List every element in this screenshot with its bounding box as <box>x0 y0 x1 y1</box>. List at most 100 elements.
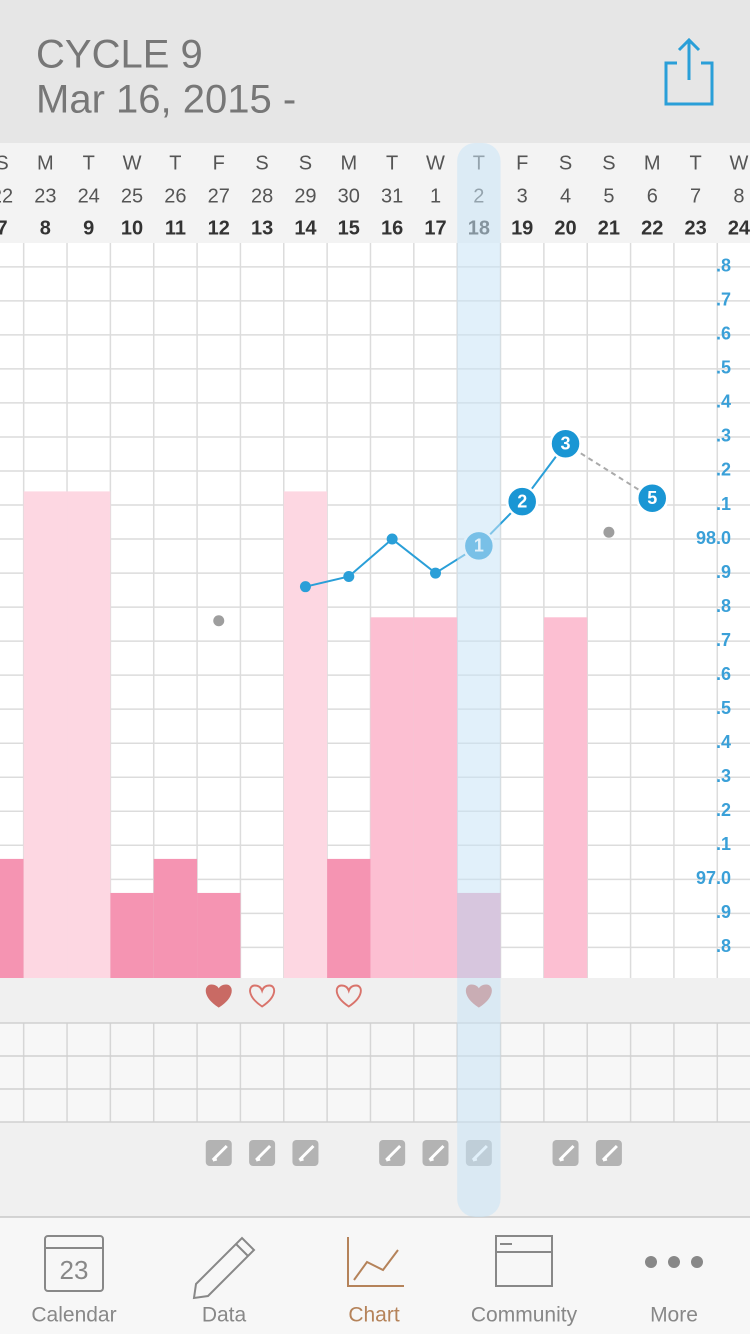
note-icon <box>298 1144 315 1162</box>
weekday: F <box>516 152 528 174</box>
note-icon <box>428 1144 445 1162</box>
community-icon <box>496 1243 552 1253</box>
bar <box>23 491 68 978</box>
note-icon <box>558 1144 575 1162</box>
bar <box>67 491 111 978</box>
bar <box>370 617 414 978</box>
cycle-start-date: Mar 16, 2015 - <box>36 78 296 122</box>
weekday: S <box>299 152 312 174</box>
pencil-icon <box>192 1236 256 1300</box>
temperature-marker <box>636 481 669 515</box>
share-button[interactable] <box>664 37 714 106</box>
cycle-day: 17 <box>424 217 446 239</box>
date: 22 <box>0 185 13 207</box>
calendar-icon <box>44 1235 104 1292</box>
weekday: S <box>255 152 268 174</box>
heart <box>249 984 275 1008</box>
note-icon <box>385 1144 402 1162</box>
chart-icon <box>353 1249 399 1281</box>
date: 26 <box>164 185 186 207</box>
date: 29 <box>294 185 316 207</box>
weekday: S <box>559 152 572 174</box>
y-tick-label: .9 <box>716 902 731 922</box>
today-highlight <box>457 143 501 1217</box>
y-tick-label: .7 <box>716 290 731 310</box>
y-tick-label: .4 <box>716 732 731 752</box>
date: 4 <box>560 185 571 207</box>
grid-rows-bg <box>0 1023 750 1122</box>
y-tick-label: .1 <box>716 494 731 514</box>
weekday: W <box>426 152 445 174</box>
date: 24 <box>78 185 100 207</box>
bar <box>327 858 371 978</box>
note-icon <box>255 1144 272 1162</box>
y-tick-label: 97.0 <box>696 868 731 888</box>
y-tick-label: .5 <box>716 358 731 378</box>
tab-community[interactable] <box>495 1235 553 1287</box>
y-tick-label: .7 <box>716 630 731 650</box>
tab-label: More <box>650 1304 698 1327</box>
y-tick-label: .2 <box>716 800 731 820</box>
date: 1 <box>430 185 441 207</box>
date: 28 <box>251 185 273 207</box>
note-icon <box>601 1144 618 1162</box>
bar <box>283 491 328 978</box>
temperature-marker <box>549 427 582 461</box>
chart-icon <box>347 1237 404 1287</box>
heart <box>335 984 362 1008</box>
weekday: M <box>340 152 357 174</box>
chart: .8.7.6.5.4.3.2.198.0.9.8.7.6.5.4.3.2.197… <box>0 143 750 1217</box>
date: 25 <box>121 185 143 207</box>
y-tick-label: .6 <box>716 664 731 684</box>
tab-more[interactable] <box>645 1256 703 1268</box>
tab-label: Community <box>471 1304 578 1327</box>
temperature-gap-line <box>565 442 653 500</box>
y-tick-label: .3 <box>716 426 731 446</box>
cycle-day: 21 <box>598 217 620 239</box>
y-tick-label: .3 <box>716 766 731 786</box>
temperature-point <box>386 533 398 545</box>
temperature-point <box>430 567 441 579</box>
tab-label: Chart <box>348 1304 400 1327</box>
tab-bar-bg <box>0 1217 750 1334</box>
weekday: T <box>689 152 701 174</box>
tab-calendar[interactable]: 23 <box>44 1235 104 1292</box>
date: 5 <box>603 185 614 207</box>
temperature-marker-label: 2 <box>517 491 527 511</box>
hearts-row-bg <box>0 978 750 1023</box>
weekday: W <box>730 152 749 174</box>
date: 6 <box>647 185 658 207</box>
y-tick-label: .5 <box>716 698 731 718</box>
date: 23 <box>34 185 56 207</box>
date: 27 <box>208 185 230 207</box>
excluded-temperature <box>213 615 225 627</box>
cycle-day: 13 <box>251 217 273 239</box>
bar <box>153 858 198 978</box>
cycle-day: 22 <box>641 217 663 239</box>
date: 7 <box>690 185 701 207</box>
bar <box>197 892 241 978</box>
cycle-day: 8 <box>40 217 51 239</box>
y-tick-label: .8 <box>716 936 731 956</box>
tab-data[interactable] <box>192 1236 256 1300</box>
excluded-temperature <box>603 526 615 538</box>
tab-label: Calendar <box>31 1304 116 1327</box>
cycle-day: 12 <box>208 217 230 239</box>
tab-chart[interactable] <box>347 1237 404 1287</box>
weekday: M <box>37 152 54 174</box>
cycle-day: 9 <box>83 217 94 239</box>
cycle-day: 24 <box>728 217 750 239</box>
temperature-point <box>299 581 311 593</box>
weekday: M <box>644 152 661 174</box>
weekday: S <box>602 152 615 174</box>
bar <box>543 617 588 978</box>
cycle-day: 10 <box>121 217 143 239</box>
cycle-day: 19 <box>511 217 533 239</box>
weekday: T <box>83 152 95 174</box>
weekday: S <box>0 152 9 174</box>
tab-label: Data <box>202 1304 247 1327</box>
bar <box>413 617 458 978</box>
day-header-bg <box>0 143 750 243</box>
y-tick-label: .4 <box>716 392 731 412</box>
